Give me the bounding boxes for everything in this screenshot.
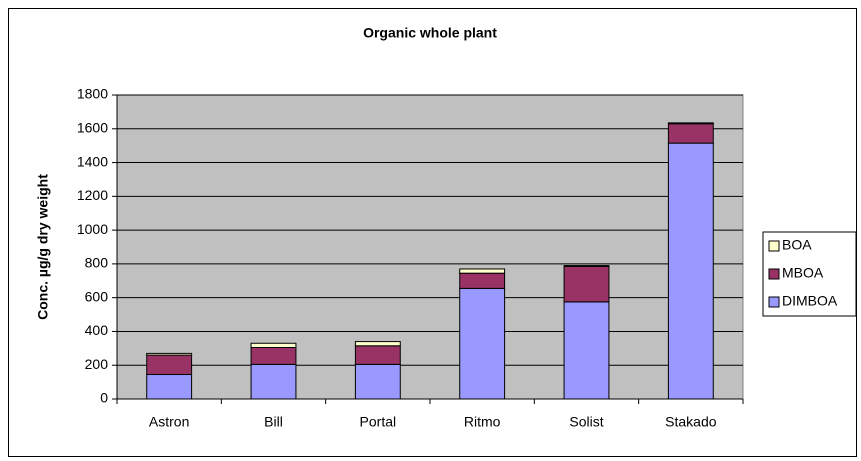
bar-segment	[146, 374, 193, 400]
bar-segment	[354, 341, 401, 347]
bar-segment	[146, 354, 193, 376]
bar-segment	[563, 265, 610, 303]
legend-label: MBOA	[782, 265, 824, 281]
x-tick-label: Stakado	[665, 414, 717, 430]
y-tick-label: 1200	[77, 187, 108, 203]
y-axis-label: Conc. µg/g dry weight	[35, 174, 51, 320]
y-tick-label: 200	[85, 356, 109, 372]
bar-segment	[563, 301, 610, 400]
bar-segment	[146, 352, 193, 356]
y-tick-label: 600	[85, 288, 109, 304]
bar-segment	[250, 342, 297, 348]
bar-segment	[354, 363, 401, 400]
bar-segment	[250, 346, 297, 365]
bar-segment	[354, 345, 401, 365]
x-tick-label: Astron	[149, 414, 189, 430]
bar-segment	[563, 265, 610, 267]
legend-label: DIMBOA	[782, 293, 838, 309]
bar-segment	[667, 123, 714, 144]
chart-title: Organic whole plant	[363, 25, 497, 41]
legend-swatch	[768, 268, 780, 280]
x-tick-label: Portal	[360, 414, 397, 430]
x-tick-label: Solist	[569, 414, 603, 430]
x-tick-label: Ritmo	[464, 414, 501, 430]
bar-segment	[459, 272, 506, 289]
legend-label: BOA	[782, 237, 812, 253]
bar-segment	[667, 122, 714, 125]
y-tick-label: 1600	[77, 119, 108, 135]
bar-segment	[459, 287, 506, 400]
bar-segment	[250, 363, 297, 400]
y-tick-label: 1000	[77, 221, 108, 237]
bar-segment	[667, 142, 714, 400]
bar-segment	[459, 268, 506, 274]
y-tick-label: 1400	[77, 153, 108, 169]
x-tick-label: Bill	[264, 414, 283, 430]
y-tick-label: 800	[85, 255, 109, 271]
legend-swatch	[768, 296, 780, 308]
y-tick-label: 400	[85, 322, 109, 338]
plot-area	[116, 94, 744, 400]
y-tick-label: 0	[100, 390, 108, 406]
y-tick-label: 1800	[77, 86, 108, 102]
legend-swatch	[768, 240, 780, 252]
